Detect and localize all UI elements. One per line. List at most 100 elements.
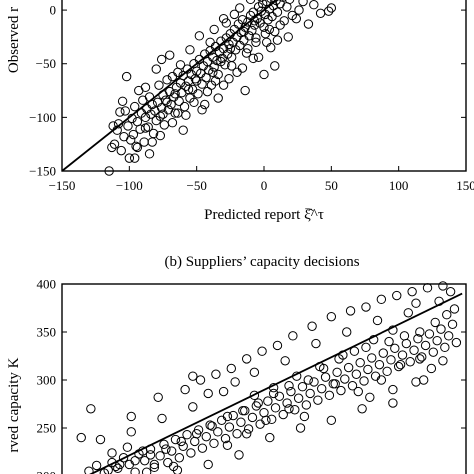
a-data-point [156,103,167,113]
a-data-point [294,5,304,15]
b-data-point [328,379,338,389]
b-data-point [353,386,363,397]
a-x-tick-label: −150 [49,178,76,193]
b-data-point [440,342,450,353]
a-data-point [279,0,287,2]
b-data-point [443,331,454,341]
b-data-point [266,414,277,425]
b-data-point [370,371,381,381]
b-data-point [149,462,160,473]
a-data-point [202,86,213,97]
b-data-point [415,327,425,337]
a-data-point [270,26,280,37]
b-data-point [203,388,213,399]
b-data-point [270,403,281,413]
b-data-point [432,335,442,346]
panel-b-y-axis-label: rved capacity K [6,357,22,452]
a-data-point [249,20,260,30]
b-data-point [413,334,423,344]
panel-b-plot-frame [61,283,467,474]
b-data-point [422,283,433,293]
b-data-point [280,356,290,366]
a-y-tick-label: −50 [36,56,56,71]
a-data-point [147,137,157,147]
b-data-point [386,355,396,365]
b-data-point [126,427,136,437]
b-data-point [438,356,448,366]
a-y-tick-label: 0 [50,3,57,18]
b-data-point [305,388,315,399]
b-data-point [253,398,263,408]
b-data-point [418,375,429,385]
a-data-point [130,153,140,163]
b-data-point [290,405,300,415]
b-data-point [447,319,458,330]
a-data-point [144,149,155,159]
a-data-point [152,97,163,108]
panel-a-x-axis-label: Predicted report ξ̂^τ [204,207,324,223]
a-x-tick-label: 50 [325,178,338,193]
a-data-point [154,80,164,90]
a-data-point [309,0,319,10]
b-data-point [161,444,171,454]
a-x-tick-label: 0 [261,178,268,193]
a-data-point [162,75,172,85]
a-data-point [253,52,264,62]
a-data-point [185,45,195,55]
b-data-point [388,398,398,408]
b-data-point [91,460,102,471]
b-data-point [195,375,206,385]
b-data-point [415,354,425,364]
a-data-point [266,42,276,53]
b-data-point [95,434,106,445]
b-data-point [340,374,350,384]
a-data-point [181,110,191,120]
panel-b-fit-line [89,292,463,474]
b-data-point [424,329,435,339]
b-data-point [392,290,402,301]
a-data-point [241,48,252,58]
b-data-point [182,430,192,440]
b-data-point [324,390,335,401]
a-data-point [124,153,135,163]
b-data-point [176,436,186,447]
b-data-point [257,346,267,356]
b-data-point [345,306,356,316]
b-data-point [326,311,337,322]
b-data-point [216,415,227,426]
a-data-point [115,107,125,117]
a-data-point [155,130,166,141]
b-data-point [122,442,133,452]
b-y-tick-label: 300 [37,373,57,388]
b-data-point [407,286,417,297]
a-data-point [197,105,207,115]
a-data-point [159,120,170,130]
b-data-point [166,446,177,456]
panel-b: (b) Suppliers’ capacity decisions 400 350… [6,254,467,474]
a-data-point [315,8,326,19]
b-data-point [274,391,285,402]
b-data-point [397,350,408,360]
b-data-point [445,286,456,297]
b-data-point [359,376,369,386]
b-data-point [211,369,221,379]
a-data-point [259,22,269,32]
a-data-point [243,44,253,54]
b-data-point [197,443,208,453]
a-data-point [298,0,308,7]
a-data-point [257,0,268,9]
a-data-point [151,64,161,74]
b-data-point [361,302,371,312]
panel-a-points [104,0,337,176]
b-data-point [372,315,383,326]
a-data-point [235,3,245,13]
b-data-point [180,384,190,395]
a-data-point [261,37,272,47]
b-data-point [297,382,308,392]
panel-b-y-ticks: 400 350 300 250 200 [37,277,466,474]
a-data-point [303,19,314,29]
b-data-point [272,340,283,351]
b-data-point [330,379,340,389]
b-data-point [307,321,317,331]
b-data-point [449,304,460,314]
